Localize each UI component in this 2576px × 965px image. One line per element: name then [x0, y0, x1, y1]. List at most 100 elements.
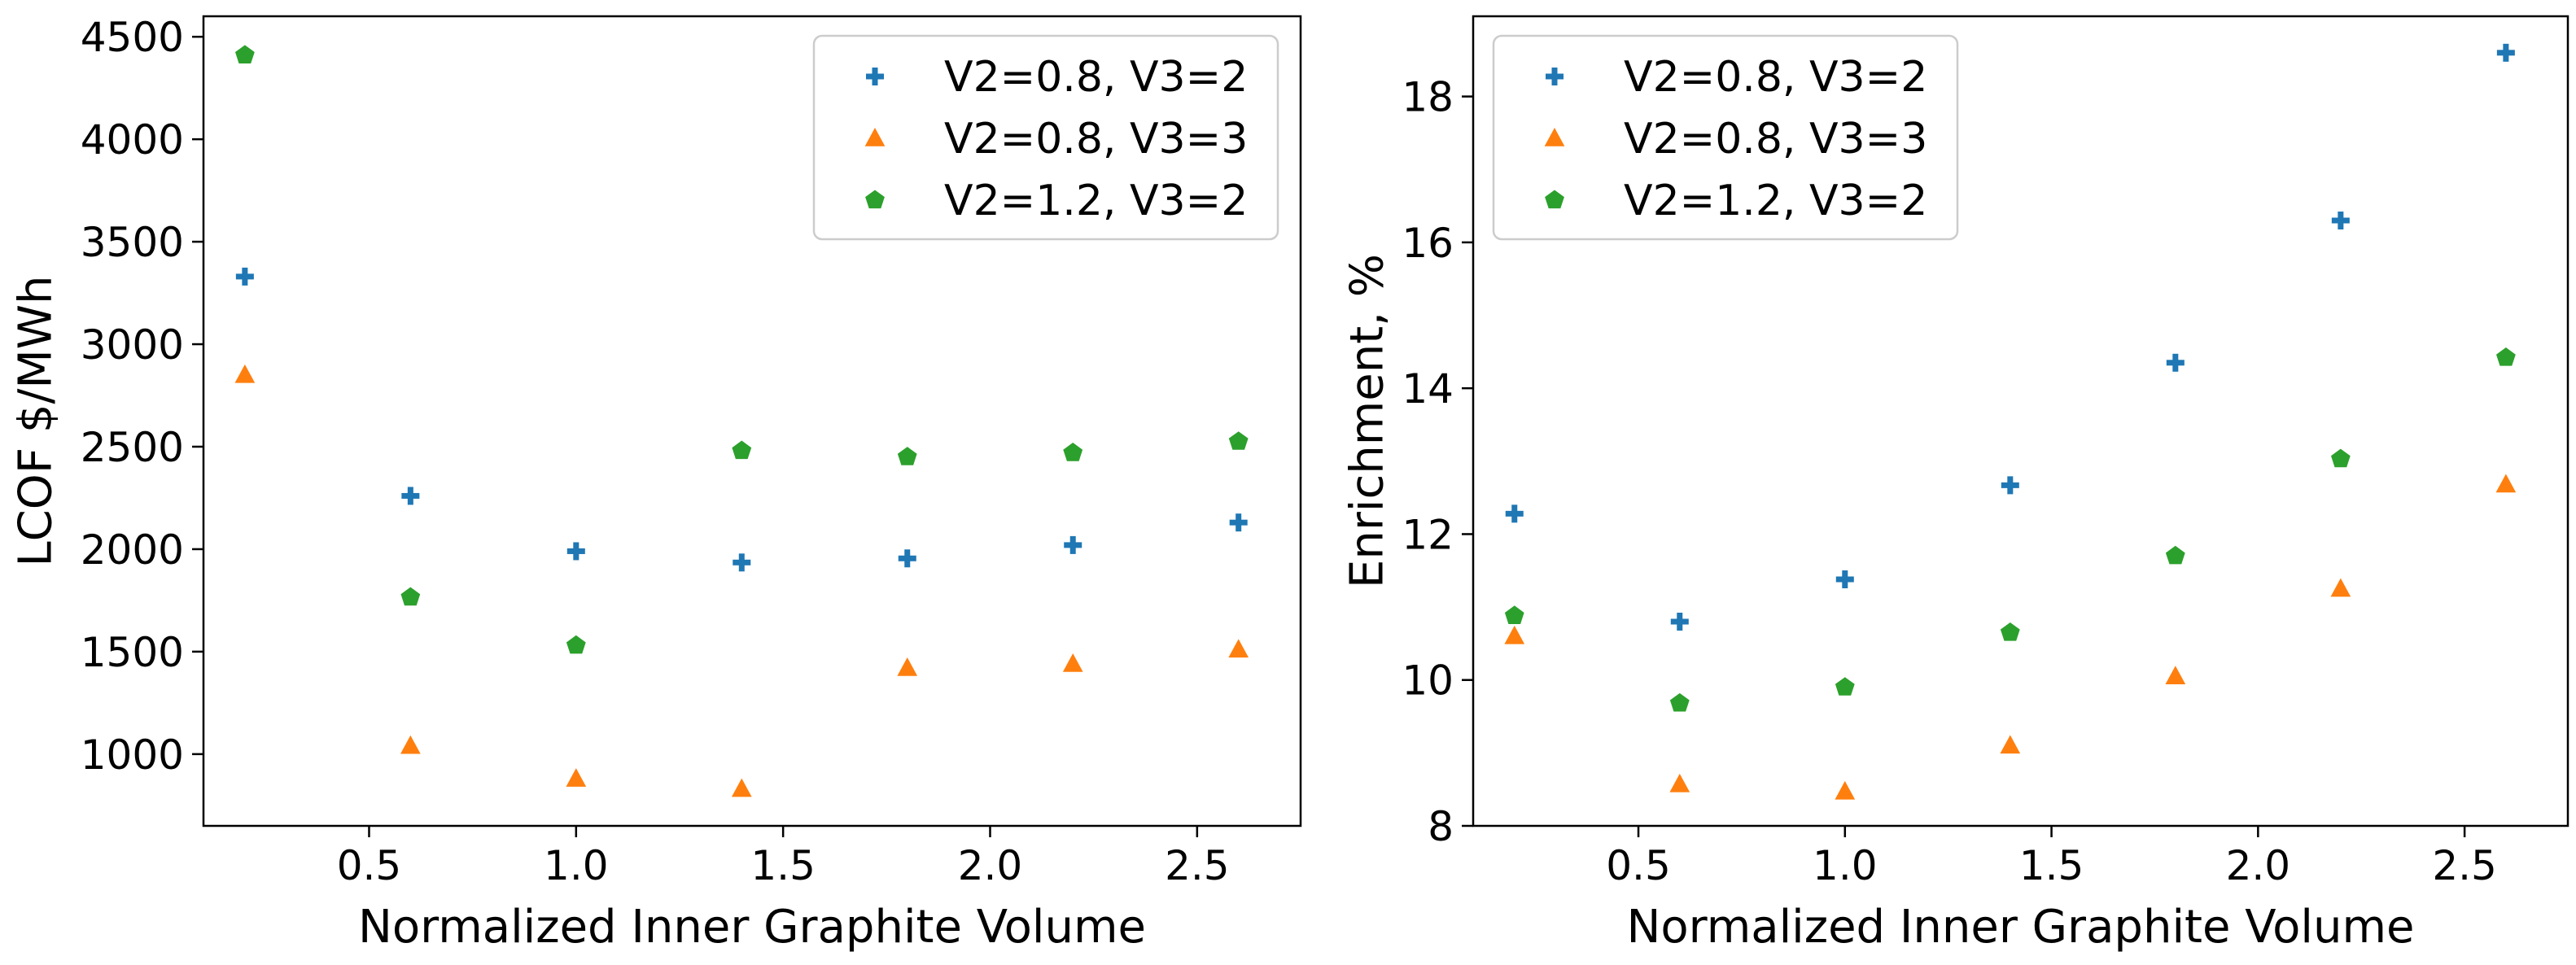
x-tick-label: 2.5 [2432, 842, 2497, 889]
data-point-v2-0-8-v3-3-6 [1228, 639, 1249, 658]
data-point-v2-0-8-v3-2-1 [401, 487, 420, 505]
data-point-v2-1-2-v3-2-2 [566, 635, 586, 654]
data-point-v2-1-2-v3-2-3 [2000, 622, 2020, 641]
legend-label: V2=0.8, V3=3 [1624, 115, 1927, 164]
x-tick-label: 2.0 [2226, 842, 2291, 889]
plot-frame [1472, 15, 2569, 827]
legend-label: V2=1.2, V3=2 [1624, 177, 1927, 225]
data-point-v2-0-8-v3-2-1-v [1677, 613, 1683, 631]
y-tick-label: 1000 [81, 731, 184, 779]
data-point-v2-0-8-v3-2-5-v [2338, 211, 2344, 229]
data-point-v2-1-2-v3-2-1 [400, 587, 421, 606]
legend-marker-v2-1-2-v3-2 [865, 190, 885, 209]
data-point-v2-0-8-v3-2-0-v [1511, 504, 1518, 523]
y-tick-label: 12 [1402, 511, 1454, 558]
data-point-v2-0-8-v3-2-0-v [242, 267, 248, 286]
data-point-v2-0-8-v3-3-5 [1062, 653, 1083, 672]
y-tick-label: 16 [1402, 220, 1454, 267]
legend-label: V2=0.8, V3=2 [944, 53, 1248, 102]
legend: V2=0.8, V3=2 V2=0.8, V3=3 V2=1.2, V3=2 [1492, 34, 1959, 241]
series-v2-0-8-v3-2 [235, 267, 1248, 572]
x-tick-label: 0.5 [1606, 842, 1671, 889]
data-point-v2-0-8-v3-2-4 [898, 549, 916, 568]
plot-frame [202, 15, 1302, 827]
data-point-v2-0-8-v3-2-6-v [2503, 43, 2509, 62]
y-tick-label: 4500 [81, 14, 184, 61]
data-point-v2-0-8-v3-2-3-v [2007, 476, 2014, 495]
data-point-v2-0-8-v3-3-0 [1504, 625, 1525, 644]
series-v2-1-2-v3-2 [1504, 347, 2516, 712]
data-point-v2-0-8-v3-2-2 [1835, 570, 1854, 589]
data-point-v2-0-8-v3-2-3 [733, 553, 751, 572]
y-tick-label: 4000 [81, 116, 184, 164]
y-axis-label: Enrichment, % [1341, 254, 1394, 588]
panel-enrichment: 0.5 1.0 1.5 2.0 2.5 8 10 12 14 16 18 Normalized Inn… [1341, 15, 2569, 954]
data-point-v2-0-8-v3-3-6 [2495, 474, 2517, 493]
data-point-v2-0-8-v3-3-1 [400, 735, 421, 754]
y-tick-label: 3500 [81, 219, 184, 266]
legend-marker-v2-0-8-v3-3 [864, 128, 886, 146]
data-point-v2-1-2-v3-2-4 [897, 447, 917, 465]
legend-label: V2=0.8, V3=2 [1624, 53, 1927, 102]
y-tick-label: 3000 [81, 321, 184, 369]
data-point-v2-0-8-v3-2-3 [2001, 476, 2019, 495]
data-point-v2-1-2-v3-2-0 [235, 45, 255, 63]
y-tick-label: 18 [1402, 74, 1454, 121]
data-point-v2-0-8-v3-2-4-v [2172, 353, 2179, 372]
data-point-v2-0-8-v3-3-0 [234, 364, 256, 383]
data-point-v2-0-8-v3-3-2 [566, 768, 587, 787]
data-point-v2-0-8-v3-2-1 [1670, 613, 1689, 631]
y-tick-label: 2000 [81, 526, 184, 574]
x-tick-label: 1.0 [544, 842, 609, 889]
x-tick-label: 1.5 [750, 842, 816, 889]
x-axis-label: Normalized Inner Graphite Volume [1627, 901, 2415, 954]
data-point-v2-0-8-v3-2-2-v [1842, 570, 1848, 589]
legend-box [1492, 34, 1959, 241]
data-point-v2-0-8-v3-3-4 [2165, 666, 2186, 684]
x-tick-label: 1.0 [1813, 842, 1878, 889]
data-point-v2-0-8-v3-2-6 [2496, 43, 2515, 62]
data-point-v2-0-8-v3-2-0 [1505, 504, 1524, 523]
x-axis-label: Normalized Inner Graphite Volume [358, 901, 1146, 954]
data-point-v2-1-2-v3-2-5 [1063, 443, 1083, 461]
y-tick-label: 14 [1402, 365, 1454, 413]
y-tick-label: 2500 [81, 424, 184, 471]
data-point-v2-0-8-v3-3-5 [2330, 578, 2351, 597]
legend-marker-v2-0-8-v3-2-v [872, 68, 878, 85]
legend: V2=0.8, V3=2 V2=0.8, V3=3 V2=1.2, V3=2 [812, 34, 1279, 241]
x-tick-label: 2.0 [958, 842, 1023, 889]
data-point-v2-0-8-v3-2-6-v [1236, 513, 1242, 532]
data-point-v2-1-2-v3-2-4 [2165, 545, 2185, 565]
legend-label: V2=1.2, V3=2 [944, 177, 1248, 225]
legend-marker-v2-0-8-v3-2 [866, 68, 884, 85]
legend-marker-v2-0-8-v3-2 [1546, 68, 1564, 85]
data-point-v2-0-8-v3-2-2-v [573, 542, 579, 561]
panel-lcof: 0.5 1.0 1.5 2.0 2.5 1000 1500 2000 2500 3000 3500 4… [10, 14, 1302, 954]
series-v2-0-8-v3-3 [1504, 474, 2517, 800]
data-point-v2-0-8-v3-2-5-v [1069, 535, 1076, 554]
data-point-v2-0-8-v3-2-1-v [407, 487, 413, 505]
data-point-v2-0-8-v3-3-2 [1835, 780, 1856, 800]
legend-label: V2=0.8, V3=3 [944, 115, 1248, 164]
data-point-v2-0-8-v3-2-5 [2331, 211, 2350, 229]
legend-marker-v2-0-8-v3-3 [1544, 128, 1565, 146]
legend-box [812, 34, 1279, 241]
data-point-v2-1-2-v3-2-5 [2331, 448, 2351, 468]
data-point-v2-0-8-v3-2-3-v [738, 553, 745, 572]
y-tick-label: 10 [1402, 657, 1454, 705]
y-axis-label: LCOF $/MWh [10, 275, 63, 566]
series-v2-0-8-v3-2 [1505, 43, 2515, 631]
data-point-v2-0-8-v3-2-2 [566, 542, 585, 561]
data-point-v2-1-2-v3-2-3 [732, 440, 752, 460]
data-point-v2-0-8-v3-3-1 [1669, 773, 1690, 793]
data-point-v2-0-8-v3-2-4 [2166, 353, 2185, 372]
y-tick-label: 8 [1428, 803, 1454, 850]
data-point-v2-0-8-v3-2-4-v [904, 549, 911, 568]
series-v2-1-2-v3-2 [235, 45, 1249, 654]
data-point-v2-0-8-v3-3-3 [2000, 735, 2021, 754]
data-point-v2-0-8-v3-3-4 [897, 657, 918, 676]
data-point-v2-0-8-v3-2-0 [235, 267, 254, 286]
data-point-v2-1-2-v3-2-1 [1669, 692, 1690, 712]
y-tick-label: 1500 [81, 629, 184, 676]
